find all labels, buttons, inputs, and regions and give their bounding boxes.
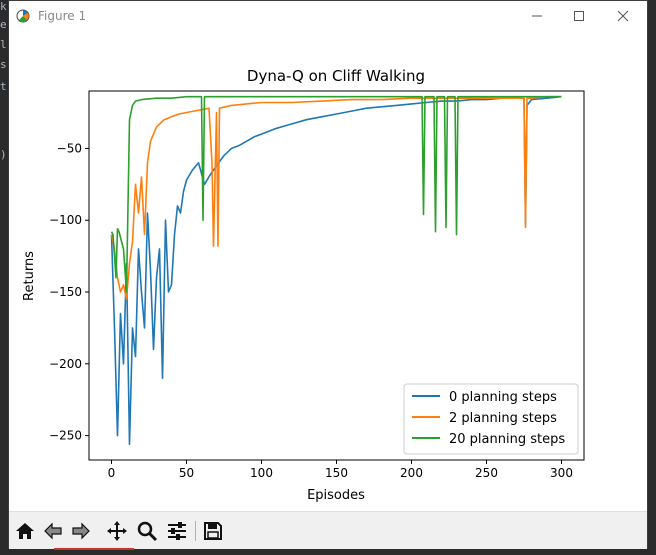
y-tick-label: −250 [49,429,82,443]
x-tick-label: 150 [325,466,348,480]
y-tick-label: −150 [49,285,82,299]
pan-button[interactable] [105,519,129,543]
y-ticks: −50 −100 −150 −200 −250 [49,141,89,443]
chart-title: Dyna-Q on Cliff Walking [247,67,425,85]
matplotlib-figure-icon [16,9,30,23]
x-tick-label: 100 [250,466,273,480]
y-tick-label: −200 [49,357,82,371]
x-tick-label: 0 [108,466,116,480]
minimize-icon [532,15,542,17]
x-tick-label: 200 [400,466,423,480]
minimize-button[interactable] [515,5,559,27]
maximize-icon [574,11,584,21]
back-button[interactable] [41,519,65,543]
legend-label-2: 20 planning steps [449,432,565,447]
figure-window: Figure 1 Dyna-Q on Cliff Walking 0 50 100 1… [8,0,648,549]
legend: 0 planning steps 2 planning steps 20 pla… [403,383,579,455]
pan-icon [107,521,127,541]
back-icon [44,522,62,540]
navigation-toolbar [9,511,647,549]
forward-button[interactable] [69,519,93,543]
zoom-button[interactable] [135,519,159,543]
x-tick-label: 250 [475,466,498,480]
close-button[interactable] [601,5,645,27]
legend-box [403,383,579,455]
title-bar[interactable]: Figure 1 [9,1,647,32]
x-ticks: 0 50 100 150 200 250 300 [108,460,573,480]
configure-subplots-button[interactable] [165,519,189,543]
save-button[interactable] [201,519,225,543]
x-axis-label: Episodes [307,488,365,503]
chart-svg: Dyna-Q on Cliff Walking 0 50 100 150 200 250 3… [22,67,585,503]
series-layer [110,95,562,446]
home-button[interactable] [13,519,37,543]
y-axis-label: Returns [22,251,37,301]
close-icon [617,10,629,22]
y-tick-label: −100 [49,213,82,227]
window-title: Figure 1 [38,9,87,23]
legend-label-1: 2 planning steps [449,411,557,426]
save-icon [204,522,222,540]
home-icon [16,523,34,539]
series-line-0 [110,95,562,446]
y-tick-label: −50 [57,141,82,155]
legend-label-0: 0 planning steps [449,390,557,405]
x-tick-label: 50 [179,466,194,480]
taskbar-accent [54,548,134,550]
series-line-2 [110,95,562,293]
x-tick-label: 300 [550,466,573,480]
configure-subplots-icon [168,522,186,540]
forward-icon [72,522,90,540]
toolbar-separator [195,521,196,541]
figure-canvas[interactable]: Dyna-Q on Cliff Walking 0 50 100 150 200 250 3… [9,32,647,511]
zoom-icon [137,521,158,542]
series-line-1 [110,95,562,301]
maximize-button[interactable] [557,5,601,27]
